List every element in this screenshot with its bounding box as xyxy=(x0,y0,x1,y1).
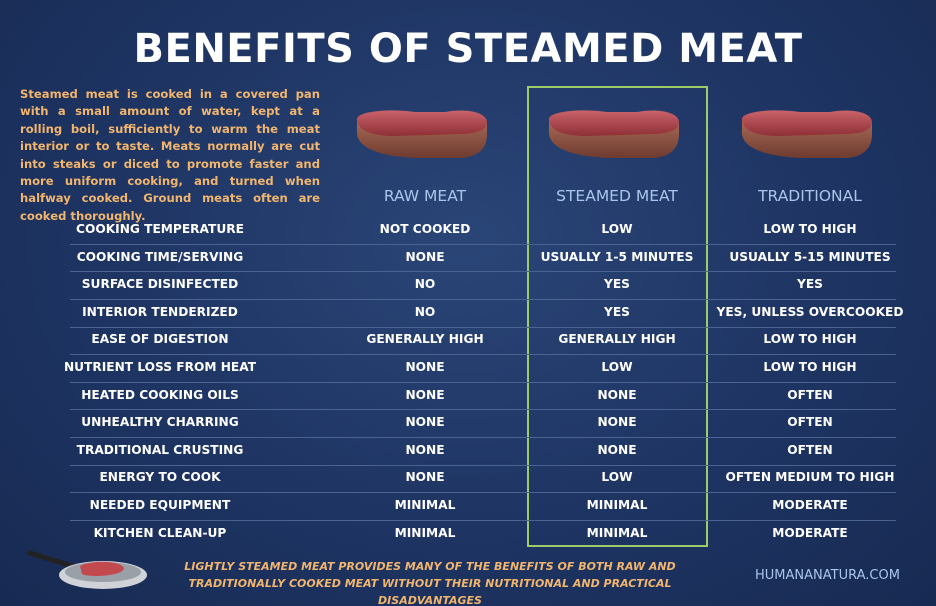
column-header: RAW MEAT xyxy=(383,187,467,205)
row-separator xyxy=(70,492,896,494)
row-separator xyxy=(70,243,896,245)
cell-value: MINIMAL xyxy=(586,498,648,512)
row-label: NEEDED EQUIPMENT xyxy=(89,498,231,512)
cell-value: GENERALLY HIGH xyxy=(366,332,484,347)
cell-value: MINIMAL xyxy=(586,525,648,540)
row-label: SURFACE DISINFECTED xyxy=(81,277,239,292)
row-separator xyxy=(70,437,896,438)
row-separator xyxy=(70,464,896,466)
steak-icons xyxy=(356,110,872,158)
row-label: KITCHEN CLEAN-UP xyxy=(93,525,227,540)
cell-value: NONE xyxy=(405,387,445,402)
cell-value: NO xyxy=(414,304,436,319)
row-label: UNHEALTHY CHARRING xyxy=(81,415,239,430)
title: BENEFITS OF STEAMED MEAT xyxy=(133,26,803,72)
cell-value: USUALLY 1-5 MINUTES xyxy=(540,249,694,264)
row-label: ENERGY TO COOK xyxy=(99,470,221,485)
footer-note: LIGHTLY STEAMED MEAT PROVIDES MANY OF TH… xyxy=(184,560,676,606)
row-label: COOKING TEMPERATURE xyxy=(76,222,244,236)
cell-value: USUALLY 5-15 MINUTES xyxy=(729,249,891,264)
cell-value: LOW xyxy=(601,470,633,485)
row-label: COOKING TIME/SERVING xyxy=(76,249,244,264)
cell-value: MINIMAL xyxy=(394,498,456,512)
pan-icon xyxy=(27,550,147,589)
cell-value: LOW TO HIGH xyxy=(763,332,857,347)
cell-value: LOW xyxy=(601,360,633,374)
row-label: HEATED COOKING OILS xyxy=(81,387,239,402)
cell-value: GENERALLY HIGH xyxy=(558,332,676,347)
cell-value: MODERATE xyxy=(772,498,848,512)
cell-value: OFTEN xyxy=(787,387,833,402)
cell-value: NONE xyxy=(405,249,445,264)
cell-value: YES xyxy=(604,277,630,292)
highlight-box xyxy=(527,86,708,547)
row-label: NUTRIENT LOSS FROM HEAT xyxy=(63,360,257,374)
cell-value: OFTEN xyxy=(787,442,833,457)
column-header: TRADITIONAL xyxy=(758,187,862,205)
column-header: STEAMED MEAT xyxy=(556,187,678,205)
row-separator xyxy=(70,354,896,356)
cell-value: NONE xyxy=(597,387,637,402)
cell-value: MINIMAL xyxy=(394,525,456,540)
row-separator xyxy=(70,409,896,411)
cell-value: YES, UNLESS OVERCOOKED xyxy=(716,304,904,319)
cell-value: OFTEN MEDIUM TO HIGH xyxy=(725,470,895,485)
cell-value: NOT COOKED xyxy=(379,222,471,236)
row-separator xyxy=(70,519,896,521)
cell-value: NONE xyxy=(405,470,445,485)
cell-value: MODERATE xyxy=(772,525,848,540)
cell-value: NONE xyxy=(405,415,445,430)
cell-value: NONE xyxy=(597,442,637,457)
row-separator xyxy=(70,271,896,273)
cell-value: LOW TO HIGH xyxy=(763,222,857,236)
cell-value: NONE xyxy=(405,360,445,374)
row-label: TRADITIONAL CRUSTING xyxy=(76,442,244,457)
row-label: INTERIOR TENDERIZED xyxy=(82,304,238,319)
cell-value: NONE xyxy=(597,415,637,430)
row-separator xyxy=(70,299,896,300)
cell-value: LOW TO HIGH xyxy=(763,360,857,374)
cell-value: OFTEN xyxy=(787,415,833,430)
row-separator xyxy=(70,381,896,383)
row-separator xyxy=(70,326,896,328)
cell-value: YES xyxy=(604,304,630,319)
cell-value: NONE xyxy=(405,442,445,457)
cell-value: NO xyxy=(414,277,436,292)
cell-value: YES xyxy=(797,277,823,292)
intro-text: Steamed meat is cooked in a covered pan … xyxy=(20,87,320,223)
row-label: EASE OF DIGESTION xyxy=(91,332,229,347)
cell-value: LOW xyxy=(601,222,633,236)
site-name: HUMANANATURA.COM xyxy=(755,568,900,583)
